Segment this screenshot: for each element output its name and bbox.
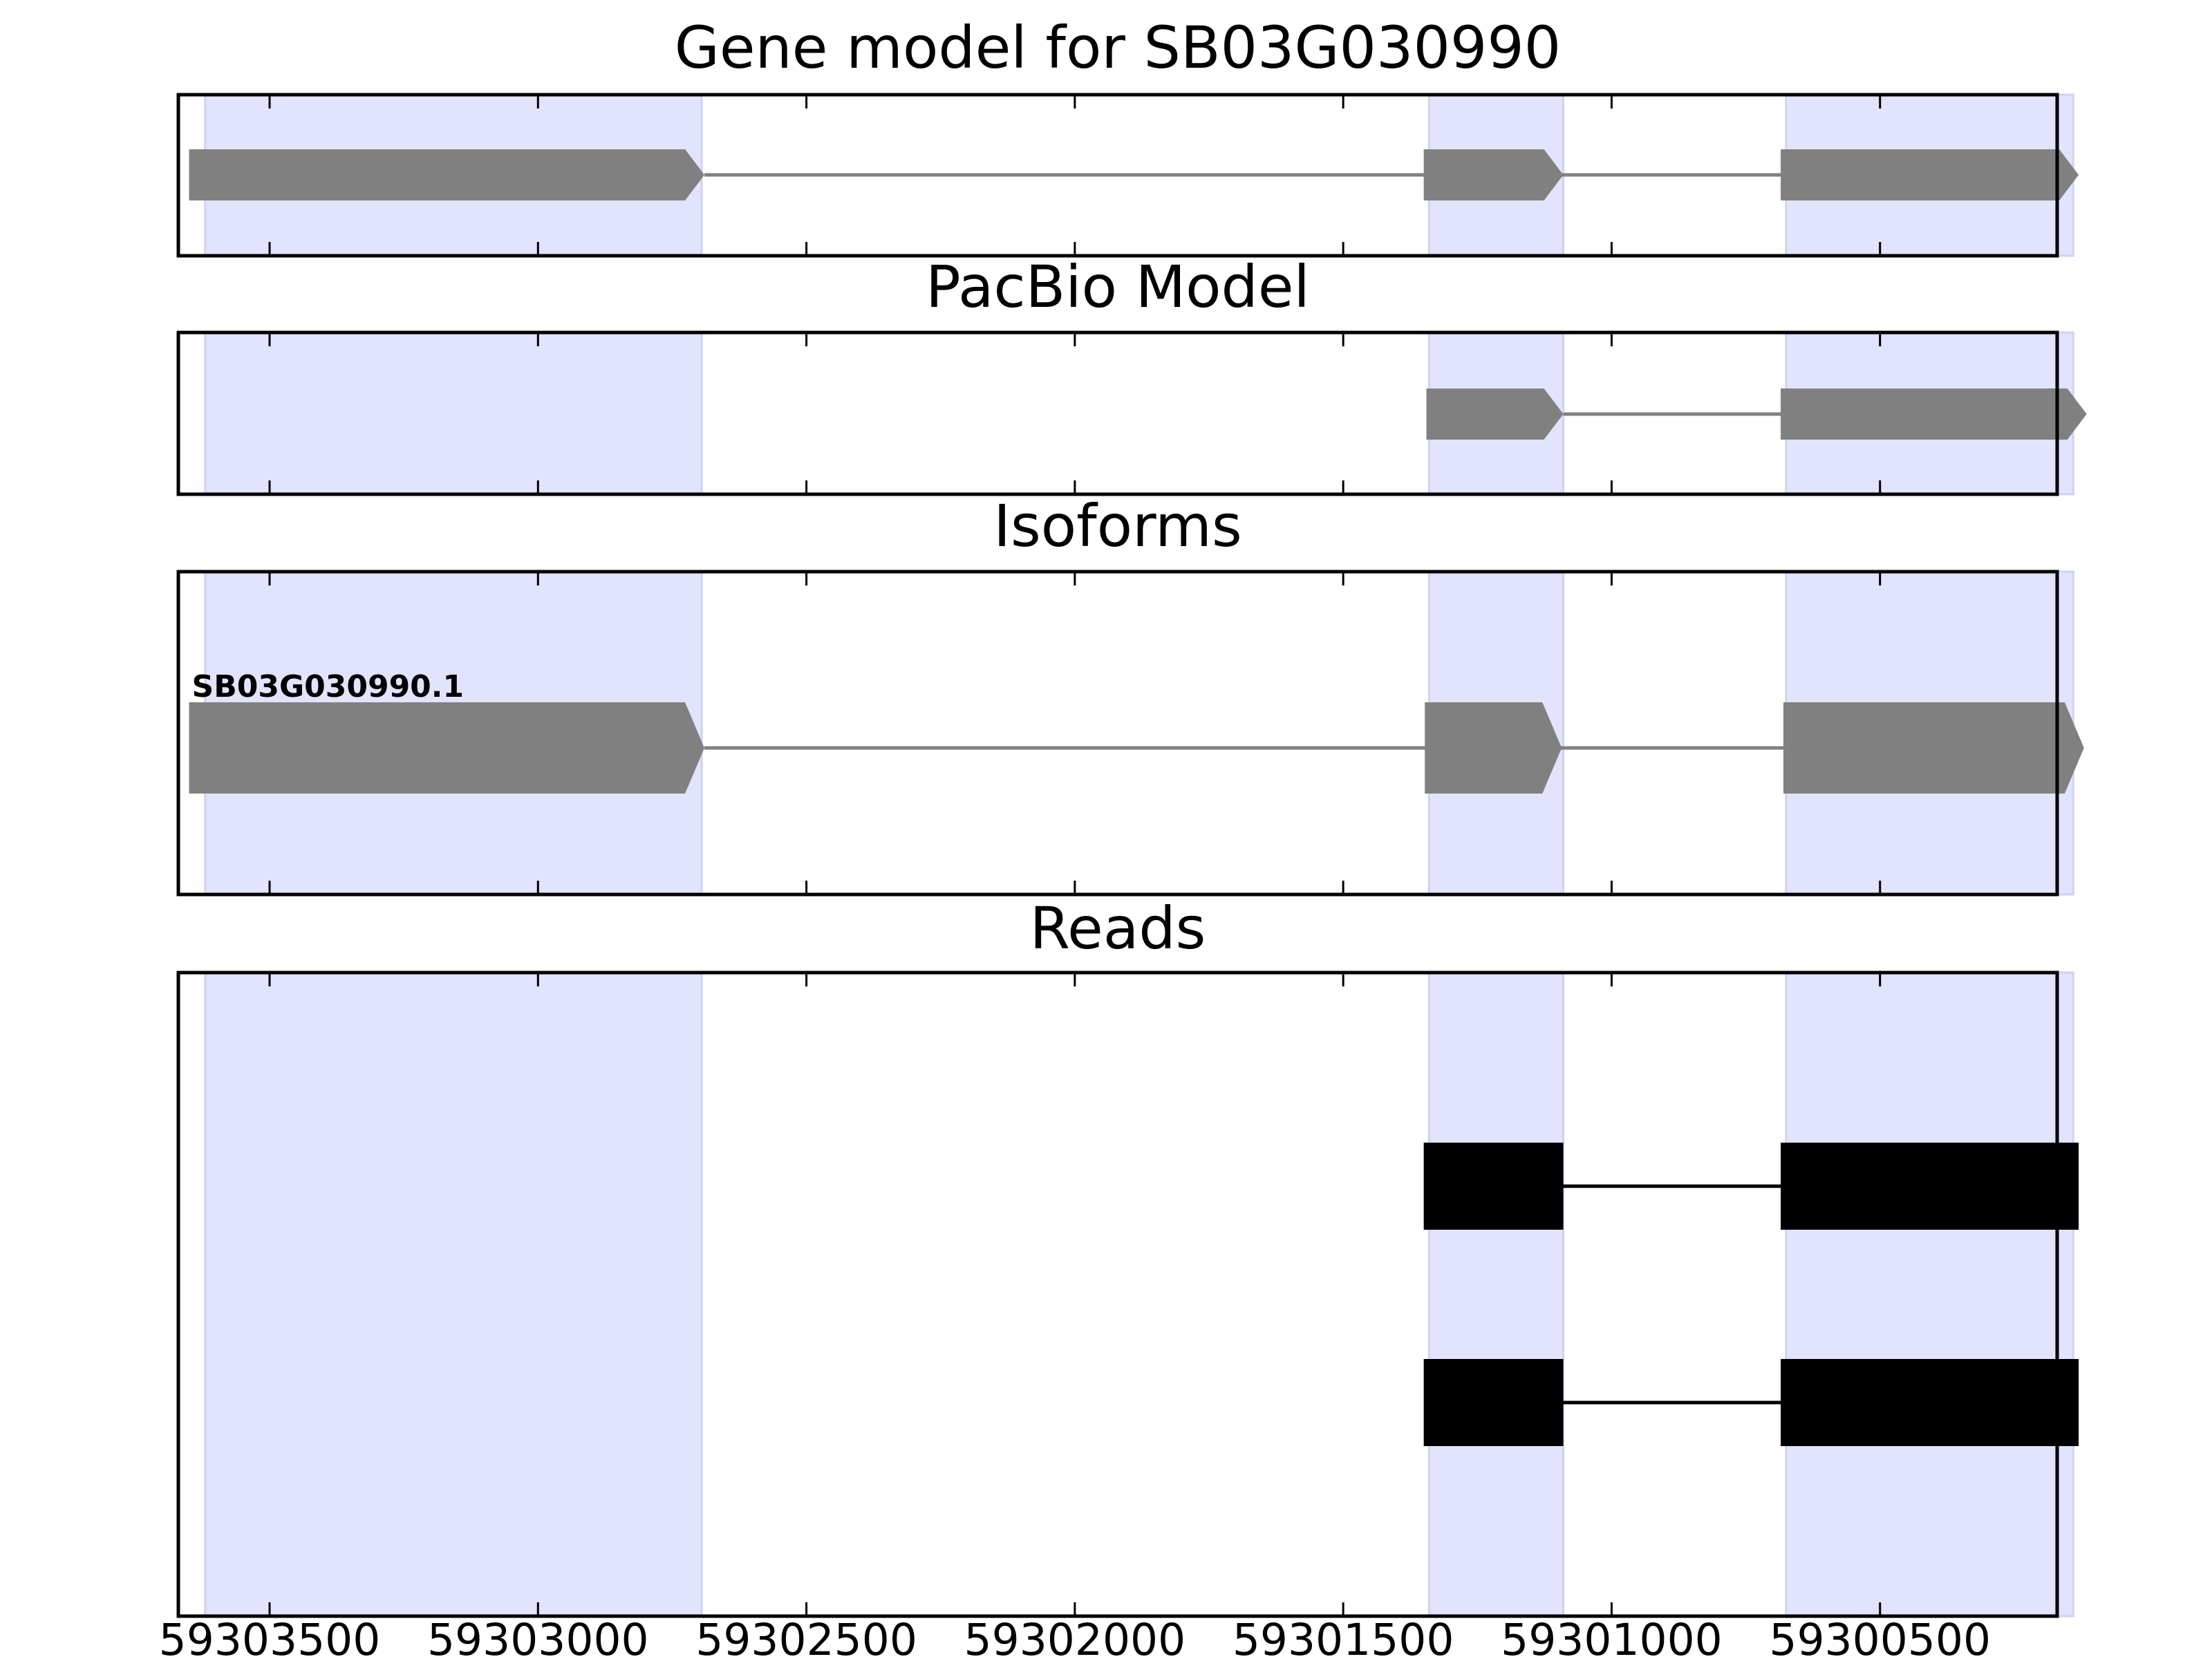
exon-block	[1781, 149, 2079, 200]
panel-frame	[176, 330, 2059, 496]
read-block	[1423, 1143, 1564, 1230]
read-block	[1423, 1359, 1564, 1446]
highlight-region	[1785, 971, 2074, 1618]
panel-frame	[176, 971, 2059, 1618]
isoform-label: SB03G030990.1	[192, 669, 465, 704]
panel-title: Reads	[1030, 894, 1206, 962]
x-tick-label: 59301000	[1501, 1615, 1723, 1659]
highlight-region	[1427, 971, 1565, 1618]
exon-block	[189, 702, 705, 794]
panel-frame	[176, 93, 2059, 258]
read-block	[1781, 1359, 2079, 1446]
exon-block	[1423, 149, 1564, 200]
read-block	[1781, 1143, 2079, 1230]
x-tick-label: 59302500	[695, 1615, 917, 1659]
panel-title: PacBio Model	[926, 253, 1310, 321]
exon-block	[1781, 388, 2087, 440]
panel-frame	[176, 570, 2059, 897]
exon-block	[1425, 702, 1562, 794]
x-tick-label: 59303000	[427, 1615, 649, 1659]
x-tick-label: 59303500	[159, 1615, 381, 1659]
x-tick-label: 59301500	[1232, 1615, 1454, 1659]
highlight-region	[204, 971, 703, 1618]
x-tick-label: 59300500	[1769, 1615, 1991, 1659]
exon-block	[189, 149, 705, 200]
exon-block	[1426, 388, 1564, 440]
panel-title: Gene model for SB03G030990	[675, 14, 1561, 82]
exon-block	[1783, 702, 2084, 794]
x-tick-label: 59302000	[964, 1615, 1186, 1659]
panel-title: Isoforms	[993, 492, 1242, 560]
highlight-region	[204, 331, 703, 496]
